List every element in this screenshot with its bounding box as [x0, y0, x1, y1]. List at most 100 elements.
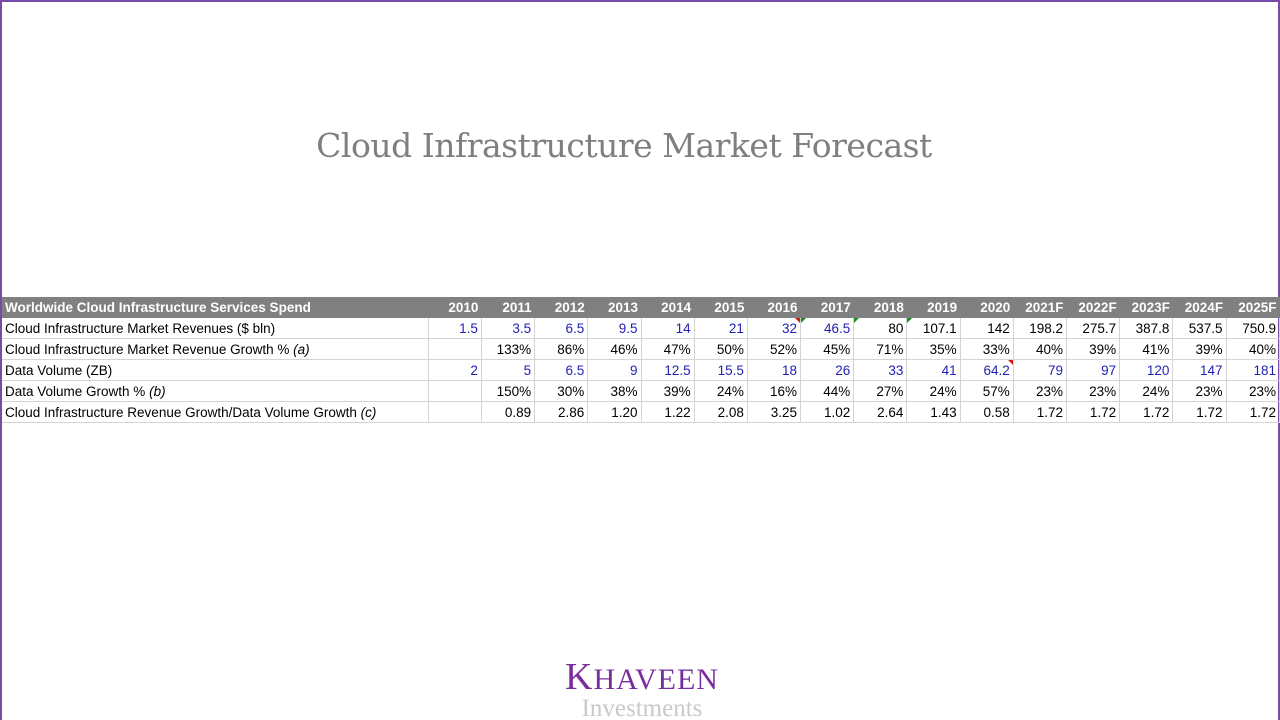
table-cell: 2.08 [694, 401, 748, 423]
table-cell: 18 [747, 359, 802, 381]
table-cell: 23% [1172, 380, 1227, 402]
table-cell: 5 [481, 359, 536, 381]
table-cell: 23% [1226, 380, 1280, 402]
table-cell: 750.9 [1226, 318, 1280, 339]
year-header: 2016 [747, 297, 801, 318]
table-cell: 57% [960, 380, 1014, 402]
table-cell: 1.22 [641, 401, 695, 423]
table-cell: 1.72 [1172, 401, 1227, 423]
slide-title: Cloud Infrastructure Market Forecast [316, 126, 932, 165]
table-cell: 41 [906, 359, 961, 381]
table-cell: 50% [694, 338, 748, 360]
table-cell: 3.5 [481, 318, 536, 339]
table-cell: 0.58 [960, 401, 1014, 423]
row-label-note: (a) [293, 341, 310, 357]
table-cell: 9 [587, 359, 642, 381]
table-cell: 40% [1013, 338, 1068, 360]
logo-subtitle: Investments [581, 695, 703, 720]
row-label-text: Cloud Infrastructure Market Revenue Grow… [5, 341, 294, 357]
table-cell: 79 [1013, 359, 1068, 381]
table-cell: 14 [641, 318, 695, 339]
forecast-table: Worldwide Cloud Infrastructure Services … [2, 297, 1280, 423]
row-label: Data Volume (ZB) [2, 359, 429, 381]
table-cell: 39% [641, 380, 695, 402]
table-cell [428, 401, 482, 423]
table-cell [428, 338, 482, 360]
table-row: Data Volume Growth % (b) 150% 30% 38% 39% 24%… [2, 380, 1280, 402]
table-cell: 1.20 [587, 401, 642, 423]
table-cell: 38% [587, 380, 642, 402]
table-cell: 23% [1013, 380, 1068, 402]
table-cell: 537.5 [1172, 318, 1227, 339]
table-cell: 86% [534, 338, 589, 360]
table-cell: 1.72 [1226, 401, 1280, 423]
row-label: Cloud Infrastructure Market Revenue Grow… [2, 338, 429, 360]
table-cell: 2.64 [853, 401, 908, 423]
table-cell: 39% [1172, 338, 1227, 360]
table-cell: 1.72 [1013, 401, 1068, 423]
table-cell: 33 [853, 359, 908, 381]
table-cell: 275.7 [1066, 318, 1121, 339]
year-header: 2015 [694, 297, 748, 318]
table-row: Cloud Infrastructure Market Revenue Grow… [2, 338, 1280, 360]
table-cell: 47% [641, 338, 695, 360]
table-cell: 71% [853, 338, 908, 360]
table-header-label: Worldwide Cloud Infrastructure Services … [2, 297, 429, 318]
row-label: Cloud Infrastructure Revenue Growth/Data… [2, 401, 429, 423]
table-cell: 6.5 [534, 318, 589, 339]
table-cell: 133% [481, 338, 536, 360]
table-cell: 26 [800, 359, 855, 381]
table-cell: 64.2 [960, 359, 1014, 381]
year-header: 2010 [428, 297, 482, 318]
table-cell: 44% [800, 380, 855, 402]
year-header: 2013 [587, 297, 641, 318]
table-cell: 21 [694, 318, 748, 339]
table-cell: 181 [1226, 359, 1280, 381]
row-label: Data Volume Growth % (b) [2, 380, 429, 402]
table-cell: 24% [906, 380, 961, 402]
table-cell: 32 [747, 318, 802, 339]
table-cell: 2 [428, 359, 482, 381]
table-cell: 107.1 [906, 318, 961, 339]
table-cell: 120 [1119, 359, 1174, 381]
year-header: 2022F [1066, 297, 1120, 318]
table-cell: 1.43 [906, 401, 961, 423]
table-cell: 147 [1172, 359, 1227, 381]
year-header: 2020 [960, 297, 1014, 318]
table-cell: 39% [1066, 338, 1121, 360]
year-header: 2021F [1013, 297, 1067, 318]
table-cell: 142 [960, 318, 1014, 339]
table-header-row: Worldwide Cloud Infrastructure Services … [2, 297, 1280, 318]
table-cell [428, 380, 482, 402]
table-cell: 46.5 [800, 318, 855, 339]
row-label-text: Cloud Infrastructure Market Revenues ($ … [5, 320, 276, 336]
year-header: 2012 [534, 297, 588, 318]
table-cell: 16% [747, 380, 802, 402]
row-label-note: (b) [149, 383, 166, 399]
khaveen-logo: KHAVEEN [2, 655, 1280, 699]
table-cell: 45% [800, 338, 855, 360]
year-header: 2011 [481, 297, 535, 318]
table-cell: 30% [534, 380, 589, 402]
table-cell: 52% [747, 338, 802, 360]
table-cell: 46% [587, 338, 642, 360]
table-cell: 24% [1119, 380, 1174, 402]
row-label-text: Data Volume Growth % [5, 383, 150, 399]
row-label-note: (c) [360, 404, 377, 420]
row-label: Cloud Infrastructure Market Revenues ($ … [2, 318, 429, 339]
table-cell: 6.5 [534, 359, 589, 381]
table-cell: 23% [1066, 380, 1121, 402]
year-header: 2017 [800, 297, 854, 318]
table-cell: 27% [853, 380, 908, 402]
table-cell: 9.5 [587, 318, 642, 339]
table-cell: 2.86 [534, 401, 589, 423]
table-cell: 3.25 [747, 401, 802, 423]
table-cell: 150% [481, 380, 536, 402]
table-cell: 15.5 [694, 359, 748, 381]
logo-initial: K [565, 656, 594, 698]
table-cell: 40% [1226, 338, 1280, 360]
table-cell: 1.72 [1066, 401, 1121, 423]
row-label-text: Cloud Infrastructure Revenue Growth/Data… [5, 404, 361, 420]
table-cell: 97 [1066, 359, 1121, 381]
